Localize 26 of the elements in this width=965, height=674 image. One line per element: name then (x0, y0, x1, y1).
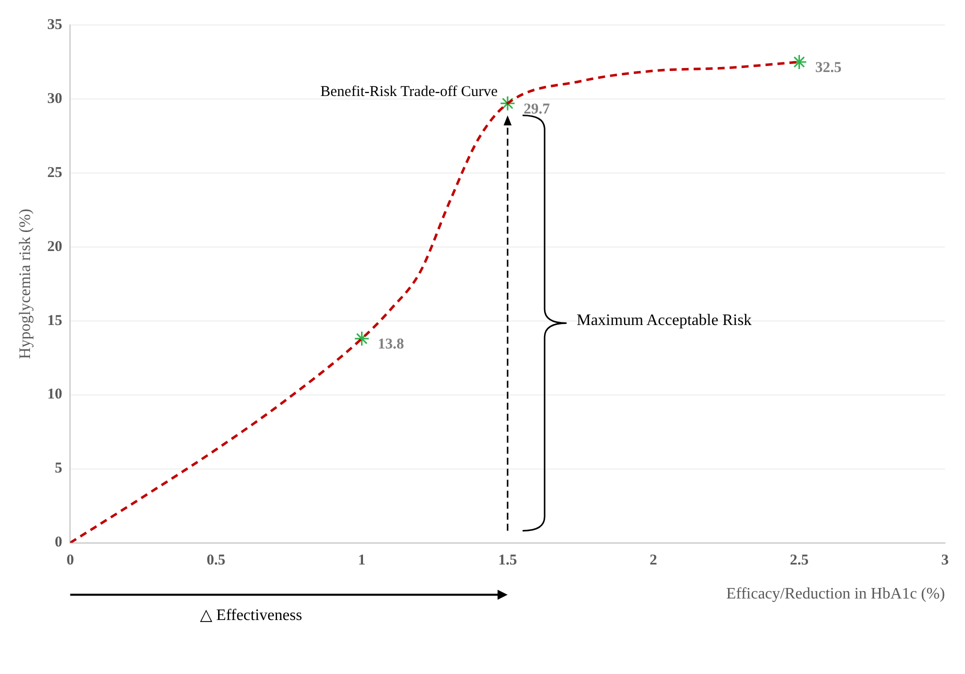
x-tick-label: 1.5 (498, 552, 517, 569)
x-tick-label: 0.5 (206, 552, 226, 569)
annotation: Maximum Acceptable Risk (576, 312, 752, 330)
y-tick-label: 30 (47, 90, 62, 107)
annotation: Benefit-Risk Trade-off Curve (320, 84, 498, 100)
point (791, 54, 807, 70)
y-tick-label: 10 (47, 386, 62, 403)
x-axis-title: Efficacy/Reduction in HbA1c (%) (726, 586, 945, 603)
y-tick-label: 35 (47, 16, 62, 33)
x-tick-label: 3 (941, 552, 949, 569)
y-tick-label: 25 (47, 164, 62, 181)
point (354, 330, 370, 346)
data-label: 32.5 (815, 60, 842, 76)
text: △ Effectiveness (200, 606, 302, 625)
data-label: 13.8 (378, 336, 404, 353)
y-tick-label: 0 (54, 534, 62, 551)
y-tick-label: 20 (47, 238, 62, 255)
y-tick-label: 5 (54, 460, 62, 477)
data-label: 29.7 (524, 101, 550, 118)
y-tick-label: 15 (47, 312, 62, 329)
point (500, 96, 516, 112)
x-tick-label: 2 (650, 552, 658, 569)
x-tick-label: 1 (358, 552, 366, 569)
x-tick-label: 0 (66, 552, 74, 569)
x-tick-label: 2.5 (790, 552, 809, 569)
y-axis-title: Hypoglycemia risk (%) (16, 208, 34, 359)
